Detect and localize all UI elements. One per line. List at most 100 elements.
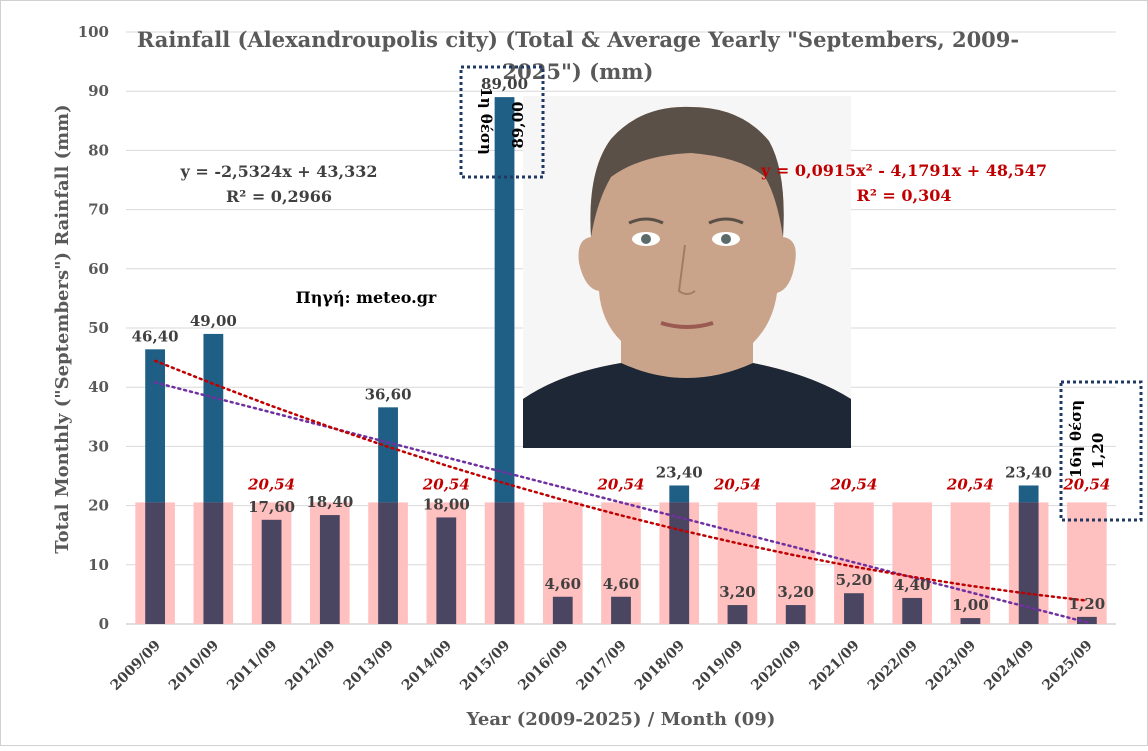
average-label: 20,54 [597,475,645,493]
value-bar [844,593,864,624]
data-label: 4,40 [894,576,931,594]
y-tick-label: 100 [78,23,109,41]
data-labels: 46,40 49,00 17,60 18,40 36,60 18,00 89,00 4,60 4… [132,75,1111,614]
average-label: 20,54 [946,475,994,493]
portrait-photo [523,96,851,448]
data-label: 23,40 [1005,463,1052,481]
y-tick-label: 40 [88,378,109,396]
data-label: 23,40 [656,463,703,481]
rank-last-box [1059,380,1143,522]
data-label: 3,20 [719,583,756,601]
data-label: 18,40 [306,493,353,511]
x-tick-label: 2024/09 [981,638,1037,694]
data-label: 1,20 [1069,595,1106,613]
y-tick-label: 90 [88,82,109,100]
chart-title-line2: 2025") (mm) [503,59,654,84]
value-bar [145,349,166,503]
data-label: 3,20 [777,583,814,601]
value-bar-overlap [145,502,166,624]
rank-last-label: 16η θέση [1067,400,1085,478]
x-tick-label: 2021/09 [807,638,863,694]
data-label: 89,00 [481,75,528,93]
x-tick-label: 2014/09 [399,638,455,694]
poly-r2: R² = 0,304 [857,186,952,205]
poly-trendline [153,359,1089,602]
y-tick-label: 70 [88,201,109,219]
data-label: 4,60 [544,575,581,593]
x-tick-label: 2010/09 [166,638,222,694]
value-bar [261,519,282,624]
trendlines [153,359,1089,624]
x-tick-label: 2012/09 [282,638,338,694]
value-bar [203,333,224,503]
source-label: Πηγή: meteo.gr [296,288,437,307]
x-tick-label: 2025/09 [1039,638,1095,694]
data-label: 5,20 [836,571,873,589]
value-bar [552,596,573,624]
x-tick-label: 2016/09 [515,638,571,694]
average-bar [775,502,816,624]
y-tick-label: 60 [88,260,109,278]
value-bar [902,597,923,624]
chart-title-line1: Rainfall (Alexandroupolis city) (Total &… [137,27,1019,52]
y-tick-label: 30 [88,437,109,455]
value-bar-overlap [669,502,690,624]
average-label: 20,54 [422,475,470,493]
linear-equation: y = -2,5324x + 43,332 [179,162,377,181]
data-label: 18,00 [423,495,470,513]
value-bar [785,605,806,624]
value-bar-overlap [203,502,224,624]
data-label: 17,60 [248,498,295,516]
value-bar [611,596,631,624]
y-tick-label: 80 [88,141,109,159]
linear-r2: R² = 0,2966 [226,187,332,206]
y-tick-label: 0 [99,615,109,633]
average-label: 20,54 [1062,475,1110,493]
x-tick-label: 2017/09 [574,638,630,694]
value-bar [436,517,457,624]
value-bar [727,605,748,624]
x-tick-label: 2011/09 [224,638,280,694]
x-tick-label: 2009/09 [108,638,164,694]
value-bar [669,485,690,503]
linear-trendline [153,381,1089,624]
x-tick-label: 2013/09 [341,638,397,694]
y-axis-label: Total Monthly ("Septembers") Rainfall (m… [52,104,73,553]
x-tick-label: 2020/09 [748,638,804,694]
value-bar [494,97,515,503]
data-label: 49,00 [190,312,237,330]
average-bar [717,502,758,624]
average-label: 20,54 [829,475,877,493]
average-label: 20,54 [713,475,761,493]
value-bar [1076,616,1097,624]
poly-equation: y = 0,0915x² - 4,1791x + 48,547 [760,161,1047,180]
y-tick-label: 50 [88,319,109,337]
data-label: 46,40 [132,327,179,345]
x-tick-label: 2018/09 [632,638,688,694]
average-label: 20,54 [247,475,295,493]
x-tick-label: 2023/09 [923,638,979,694]
value-bar-overlap [378,502,398,624]
rank-first-value: 89,00 [509,102,527,149]
x-tick-label: 2019/09 [690,638,746,694]
data-label: 1,00 [952,596,989,614]
x-tick-label: 2015/09 [457,638,513,694]
value-bar [378,407,398,503]
average-bar [950,502,991,624]
x-tick-label: 2022/09 [865,638,921,694]
data-label: 4,60 [603,575,640,593]
value-bar [319,515,340,624]
data-label: 36,60 [365,385,412,403]
value-bar [960,618,981,624]
y-tick-label: 10 [88,556,109,574]
rank-first-label: 1η θέση [477,87,495,155]
value-bar [1018,485,1039,503]
value-bars [145,97,1097,624]
value-bar-overlap [494,502,515,624]
average-bar [1067,502,1107,624]
x-axis-label: Year (2009-2025) / Month (09) [466,709,776,730]
y-tick-label: 20 [88,497,109,515]
rank-last-value: 1,20 [1089,433,1107,470]
